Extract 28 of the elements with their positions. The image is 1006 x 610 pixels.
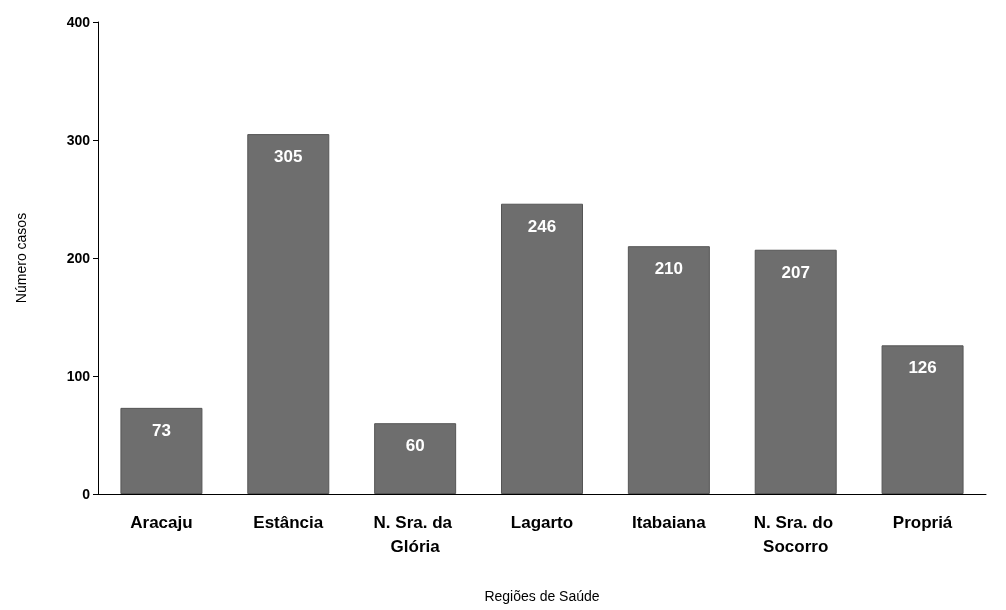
data-label: 60 xyxy=(405,436,425,456)
y-tick-label: 400 xyxy=(66,14,91,30)
x-tick-label: Aracaju xyxy=(130,512,193,532)
bar xyxy=(627,246,710,494)
x-tick-label: N. Sra. da Glória xyxy=(373,512,457,556)
data-label: 73 xyxy=(151,420,171,440)
data-label: 207 xyxy=(781,262,810,282)
bar xyxy=(881,345,964,494)
bar xyxy=(501,203,583,494)
data-label: 126 xyxy=(908,358,937,378)
x-tick-label: Itabaiana xyxy=(632,512,707,532)
bar xyxy=(247,134,330,494)
data-label: 246 xyxy=(527,216,557,236)
y-axis-title: Número casos xyxy=(13,212,29,304)
bar xyxy=(120,407,203,494)
x-tick-label: N. Sra. do Socorro xyxy=(753,512,838,556)
x-axis-title: Regiões de Saúde xyxy=(484,588,600,604)
bar xyxy=(754,249,837,494)
data-label: 305 xyxy=(274,147,303,167)
x-tick-label: Lagarto xyxy=(510,512,574,532)
y-tick-label: 100 xyxy=(66,368,91,384)
y-tick-label: 200 xyxy=(66,250,91,266)
x-tick-label: Estância xyxy=(253,512,324,532)
y-tick-label: 0 xyxy=(82,486,91,502)
bar xyxy=(374,423,457,494)
data-label: 210 xyxy=(654,259,684,279)
x-tick-label: Propriá xyxy=(892,512,953,532)
y-tick-label: 300 xyxy=(66,132,91,148)
